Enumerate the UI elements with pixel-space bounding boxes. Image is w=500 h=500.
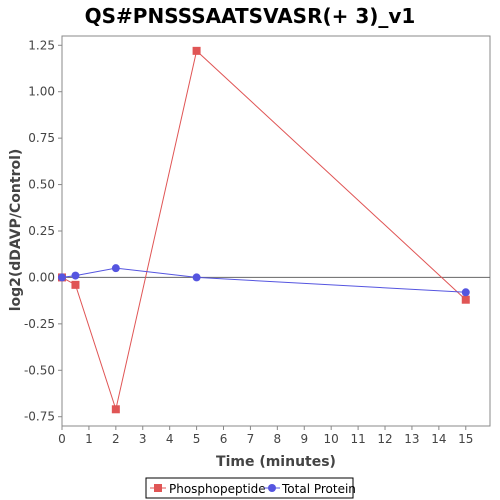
y-tick-label: 1.00	[28, 85, 55, 99]
y-tick-label: 1.25	[28, 38, 55, 52]
data-point-phosphopeptide	[461, 295, 470, 304]
data-point-phosphopeptide	[71, 280, 80, 289]
plot-frame	[61, 35, 491, 427]
legend-marker-phosphopeptide	[154, 484, 162, 492]
x-tick-label: 2	[112, 432, 120, 446]
y-tick-label: 0.75	[28, 131, 55, 145]
y-tick-label: 0.25	[28, 224, 55, 238]
legend-box	[145, 477, 354, 499]
x-tick-label: 13	[404, 432, 419, 446]
legend-marker-total-protein	[268, 484, 276, 492]
plot-area: -0.75 -0.50 -0.25 0.00 0.25 0.50 0.75 1.00 1.25 0…	[24, 35, 491, 446]
chart-title: QS#PNSSSAATSVASR(+ 3)_v1	[85, 4, 416, 28]
data-point-total-protein	[461, 288, 470, 297]
y-tick-label: -0.25	[24, 317, 55, 331]
x-tick-label: 7	[247, 432, 255, 446]
x-tick-label: 9	[300, 432, 308, 446]
y-axis-label: log2(dDAVP/Control)	[8, 149, 24, 312]
x-tick-label: 3	[139, 432, 147, 446]
x-tick-label: 1	[85, 432, 93, 446]
data-point-phosphopeptide	[111, 405, 120, 414]
x-tick-label: 4	[166, 432, 174, 446]
x-tick-label: 14	[431, 432, 446, 446]
x-tick-label: 0	[58, 432, 66, 446]
y-tick-label: 0.50	[28, 178, 55, 192]
data-point-total-protein	[58, 273, 66, 282]
legend: Phosphopeptide Total Protein	[145, 477, 356, 499]
legend-label-total-protein: Total Protein	[281, 482, 356, 496]
x-tick-label: 5	[193, 432, 201, 446]
y-tick-label: -0.75	[24, 410, 55, 424]
data-point-total-protein	[71, 271, 80, 280]
x-tick-label: 15	[458, 432, 473, 446]
x-tick-label: 12	[377, 432, 392, 446]
x-tick-label: 8	[274, 432, 282, 446]
x-axis-label: Time (minutes)	[216, 454, 336, 470]
y-tick-label: -0.50	[24, 363, 55, 377]
y-tick-label: 0.00	[28, 270, 55, 284]
data-point-total-protein	[111, 264, 120, 273]
x-tick-label: 11	[350, 432, 365, 446]
legend-label-phosphopeptide: Phosphopeptide	[169, 482, 266, 496]
data-point-total-protein	[192, 273, 201, 282]
x-tick-label: 6	[220, 432, 228, 446]
data-point-phosphopeptide	[192, 46, 201, 55]
x-tick-label: 10	[324, 432, 339, 446]
